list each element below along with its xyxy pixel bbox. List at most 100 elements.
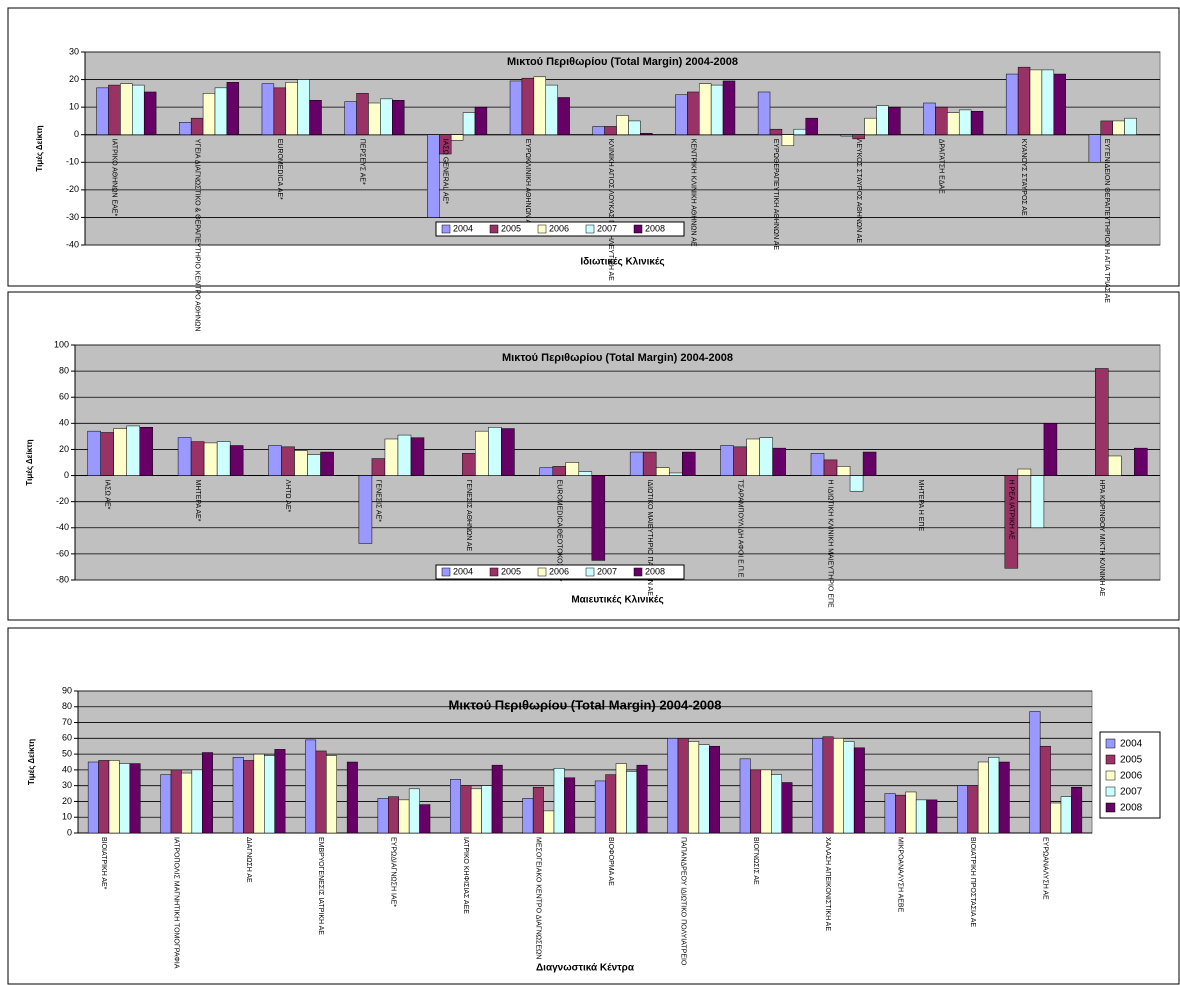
- legend-label: 2008: [645, 223, 665, 233]
- bar: [1088, 134, 1102, 163]
- plot-area: [84, 51, 1161, 246]
- bar: [475, 430, 489, 476]
- legend-swatch: [633, 567, 643, 577]
- legend-label: 2007: [1120, 787, 1143, 798]
- bar: [462, 453, 476, 476]
- bar: [160, 774, 172, 834]
- bar: [305, 739, 317, 834]
- x-tick-label: ΜΗΤΕΡΑ Η ΕΠΕ: [917, 480, 924, 532]
- bar: [108, 760, 120, 834]
- y-tick-label: -40: [56, 522, 69, 532]
- x-tick-label: ΙΑΣΩ ΑΕ*: [103, 480, 110, 510]
- y-tick-label: -10: [66, 157, 79, 167]
- bar: [640, 133, 653, 135]
- bar: [190, 441, 205, 476]
- bar: [759, 437, 773, 476]
- legend-label: 2004: [1120, 739, 1143, 750]
- bar: [177, 437, 192, 476]
- legend-swatch: [489, 567, 499, 577]
- bar: [988, 757, 1000, 834]
- bar: [769, 128, 783, 135]
- y-tick-label: -40: [66, 239, 79, 249]
- bar: [346, 761, 358, 834]
- bar: [139, 427, 154, 476]
- y-tick-label: 10: [69, 102, 79, 112]
- bar: [958, 109, 972, 135]
- y-tick-label: 80: [62, 701, 72, 711]
- bar: [687, 91, 700, 135]
- x-axis-title: Μαιευτικές Κλινικές: [571, 595, 663, 606]
- bar: [1029, 69, 1043, 135]
- bar: [781, 134, 795, 146]
- x-tick-label: ΒΙΟΙΑΤΡΙΚΗ ΑΕ*: [100, 837, 107, 890]
- bar: [565, 462, 580, 476]
- y-tick-label: 0: [67, 827, 72, 837]
- bar: [501, 428, 515, 476]
- bar: [849, 475, 864, 492]
- bar: [812, 738, 824, 834]
- x-tick-label: ΙΑΣΩ GENERAL ΑΕ*: [441, 139, 448, 205]
- legend-swatch: [489, 224, 499, 234]
- bar: [392, 100, 405, 135]
- bar: [474, 106, 488, 135]
- bar: [604, 126, 617, 135]
- bar: [710, 84, 724, 135]
- bar: [1124, 117, 1137, 135]
- legend-label: 2006: [549, 566, 569, 576]
- bar: [1112, 120, 1125, 135]
- x-tick-label: Η ΙΔΙΩΤΙΚΗ ΚΛΙΝΙΚΗ ΜΑΙΕΥΤΗΡΙΟ ΕΠΕ: [827, 480, 834, 608]
- bar: [491, 764, 503, 834]
- x-tick-label: ΚΕΝΤΡΙΚΗ ΚΛΙΝΙΚΗ ΑΘΗΝΩΝ ΑΕ: [689, 139, 696, 247]
- bar: [427, 134, 440, 218]
- bar: [398, 799, 410, 834]
- x-tick-label: ΜΗΤΕΡΑ ΑΕ*: [194, 480, 201, 522]
- legend-label: 2008: [645, 566, 665, 576]
- bar: [380, 98, 393, 135]
- bar: [895, 794, 906, 834]
- bar: [190, 117, 204, 135]
- bar: [722, 80, 736, 135]
- legend-label: 2008: [1120, 803, 1143, 814]
- x-tick-label: EUROMEDICA ΘΕΟΤΟΚΟΣ ΑΕ*: [555, 480, 562, 582]
- bar: [397, 434, 412, 476]
- bar: [840, 134, 853, 137]
- legend-swatch: [441, 224, 451, 234]
- bar: [126, 425, 140, 476]
- bar: [1017, 66, 1031, 135]
- y-tick-label: 80: [59, 365, 69, 375]
- bar: [388, 796, 399, 834]
- legend-label: 2005: [501, 566, 521, 576]
- bar: [96, 87, 109, 135]
- bar: [229, 445, 244, 476]
- legend-label: 2006: [1120, 771, 1143, 782]
- bar: [628, 120, 641, 135]
- bar: [668, 472, 683, 476]
- bar: [87, 430, 101, 476]
- bar: [481, 785, 493, 834]
- bar: [281, 446, 295, 476]
- x-tick-label: ΤΣΑΡΑΜΠΟΥΛΙΔΗ ΑΦΟΙ Ε.Π.Ε: [736, 480, 743, 578]
- bar: [368, 102, 381, 135]
- y-tick-label: 40: [62, 764, 72, 774]
- chart-title: Μικτού Περιθωρίου (Total Margin) 2004-20…: [502, 352, 733, 364]
- bar: [998, 761, 1010, 834]
- legend-label: 2006: [549, 223, 569, 233]
- bar: [591, 475, 606, 561]
- bar: [923, 102, 936, 135]
- bar: [203, 442, 218, 476]
- bar: [1041, 69, 1055, 135]
- y-tick-label: 10: [62, 812, 72, 822]
- bar: [557, 97, 570, 135]
- x-tick-label: ΜΙΚΡΟΑΝΑΛΥΣΗ ΑΕΒΕ: [897, 837, 904, 913]
- bar: [533, 76, 547, 135]
- y-tick-label: 40: [59, 418, 69, 428]
- bar: [285, 82, 298, 135]
- bar: [129, 763, 141, 834]
- bar: [888, 106, 901, 135]
- bar: [1053, 73, 1066, 135]
- bar: [836, 466, 851, 476]
- bar: [179, 122, 192, 135]
- legend-swatch: [585, 224, 595, 234]
- x-tick-label: ΜΕΣΟΓΕΙΑΚΟ ΚΕΝΤΡΟ ΔΙΑΓΝΩΣΕΩΝ: [535, 837, 542, 959]
